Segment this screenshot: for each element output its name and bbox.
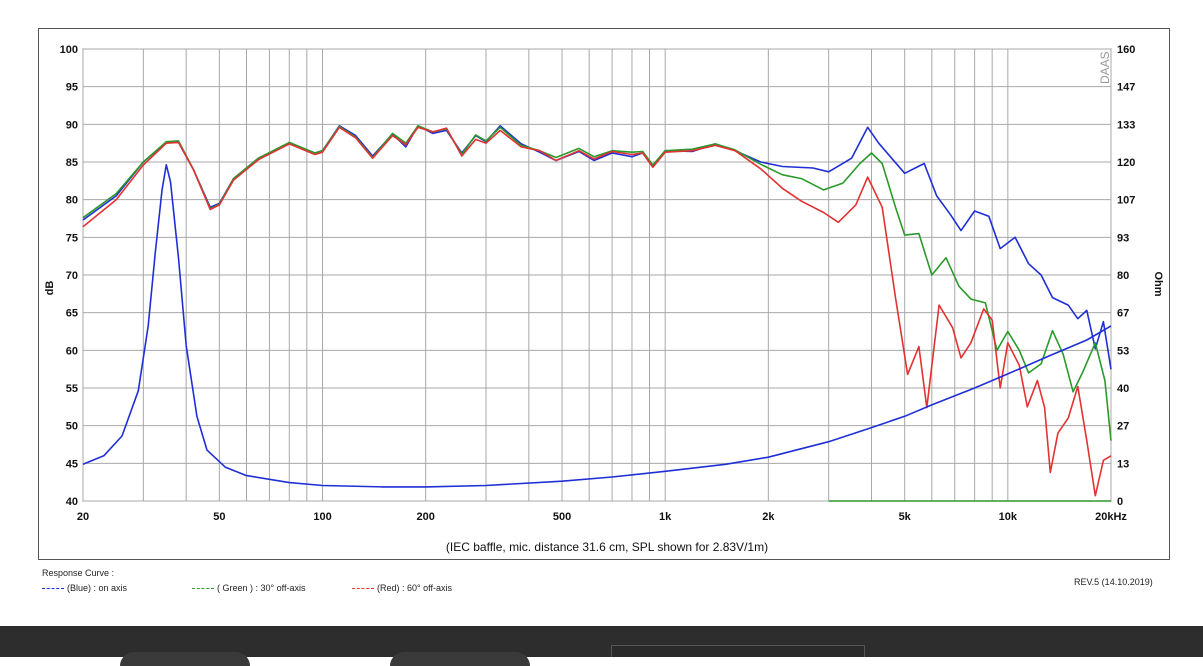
y-tick-label: 85 bbox=[66, 157, 78, 169]
y-tick-label: 80 bbox=[66, 195, 78, 207]
frequency-response-chart: 20 50 100 200 500 1k 2k 5k 10k 20kHz 40 45 50 55 60 65… bbox=[44, 44, 1164, 554]
x-tick-label: 5k bbox=[899, 511, 912, 523]
legend-label: (Red) : 60° off-axis bbox=[377, 583, 452, 593]
y2-tick-label: 147 bbox=[1117, 82, 1135, 94]
y-tick-label: 40 bbox=[66, 496, 78, 508]
y2-tick-label: 80 bbox=[1117, 270, 1129, 282]
x-tick-label: 20 bbox=[77, 511, 89, 523]
legend-label: ( Green ) : 30° off-axis bbox=[217, 583, 306, 593]
toolbar-panel[interactable] bbox=[611, 645, 865, 657]
x-tick-label: 2k bbox=[762, 511, 775, 523]
y2-tick-label: 93 bbox=[1117, 232, 1129, 244]
x-tick-label: 100 bbox=[313, 511, 331, 523]
legend-swatch bbox=[192, 587, 214, 589]
x-axis-label: (IEC baffle, mic. distance 31.6 cm, SPL … bbox=[446, 540, 768, 554]
legend-item: ( Green ) : 30° off-axis bbox=[192, 583, 305, 593]
y-tick-label: 50 bbox=[66, 421, 78, 433]
y-tick-label: 95 bbox=[66, 82, 78, 94]
toolbar-tab-1[interactable] bbox=[120, 652, 250, 666]
y2-tick-label: 0 bbox=[1117, 496, 1123, 508]
y2-tick-label: 133 bbox=[1117, 119, 1135, 131]
x-tick-label: 1k bbox=[659, 511, 672, 523]
y2-tick-label: 107 bbox=[1117, 195, 1135, 207]
y2-tick-label: 53 bbox=[1117, 345, 1129, 357]
y2-tick-label: 120 bbox=[1117, 157, 1135, 169]
bottom-toolbar bbox=[0, 626, 1203, 666]
y2-tick-label: 13 bbox=[1117, 458, 1129, 470]
grid bbox=[82, 48, 1112, 502]
y-tick-label: 45 bbox=[66, 458, 78, 470]
revision-label: REV.5 (14.10.2019) bbox=[1074, 577, 1153, 587]
watermark: DAAS bbox=[1098, 51, 1112, 84]
y-axis-label: dB bbox=[44, 281, 56, 296]
legend-heading: Response Curve : bbox=[42, 568, 115, 578]
y-tick-label: 65 bbox=[66, 308, 78, 320]
toolbar-tab-2[interactable] bbox=[390, 652, 530, 666]
legend-item: (Red) : 60° off-axis bbox=[352, 583, 452, 593]
legend-label: (Blue) : on axis bbox=[67, 583, 128, 593]
legend-item: (Blue) : on axis bbox=[42, 583, 127, 593]
legend-swatch bbox=[352, 587, 374, 589]
y-tick-label: 100 bbox=[60, 44, 78, 56]
y2-tick-label: 40 bbox=[1117, 383, 1129, 395]
y-tick-label: 75 bbox=[66, 232, 78, 244]
x-tick-label: 500 bbox=[553, 511, 571, 523]
y-tick-label: 70 bbox=[66, 270, 78, 282]
y2-tick-label: 27 bbox=[1117, 421, 1129, 433]
legend-swatch bbox=[42, 587, 64, 589]
y2-axis-label: Ohm bbox=[1152, 271, 1164, 296]
series-impedance bbox=[82, 164, 1112, 488]
y-tick-label: 55 bbox=[66, 383, 78, 395]
series-30-off-axis bbox=[82, 125, 1112, 441]
series-60-off-axis bbox=[82, 126, 1112, 497]
y-tick-label: 90 bbox=[66, 119, 78, 131]
chart-frame: 20 50 100 200 500 1k 2k 5k 10k 20kHz 40 45 50 55 60 65… bbox=[38, 28, 1170, 560]
y2-tick-label: 160 bbox=[1117, 44, 1135, 56]
x-tick-label: 20kHz bbox=[1095, 511, 1127, 523]
y2-tick-label: 67 bbox=[1117, 308, 1129, 320]
x-tick-label: 50 bbox=[213, 511, 225, 523]
y-tick-label: 60 bbox=[66, 345, 78, 357]
x-tick-label: 10k bbox=[999, 511, 1018, 523]
x-tick-label: 200 bbox=[416, 511, 434, 523]
